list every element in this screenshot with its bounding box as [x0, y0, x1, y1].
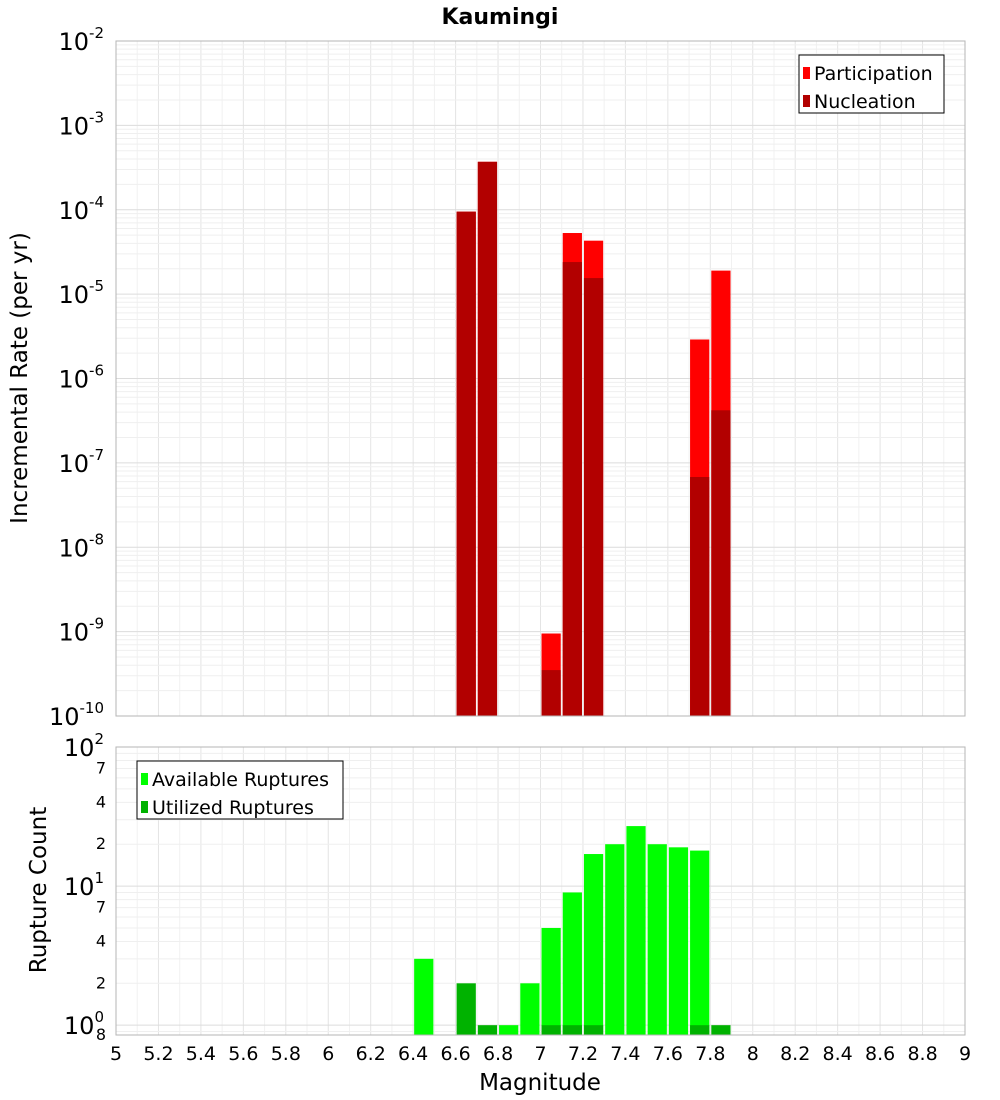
legend-swatch [141, 773, 148, 785]
bar [541, 1025, 561, 1035]
x-tick-label: 6.6 [440, 1043, 470, 1065]
bar [456, 211, 476, 716]
bar [583, 1025, 604, 1035]
y-tick-label: 7 [96, 898, 106, 917]
bar [711, 410, 731, 716]
legend-label: Available Ruptures [152, 769, 329, 791]
x-tick-label: 5.6 [228, 1043, 258, 1065]
chart-title: Kaumingi [442, 5, 559, 30]
top-y-axis-label: Incremental Rate (per yr) [7, 232, 33, 524]
x-tick-label: 6.2 [356, 1043, 386, 1065]
legend-swatch [803, 67, 810, 79]
legend-count: Available Ruptures Utilized Ruptures [136, 760, 344, 820]
bar [690, 1025, 710, 1035]
y-tick-label: 10-6 [58, 362, 104, 394]
y-axis-tick-labels-rate: 10-2 10-3 10-4 10-5 10-6 10-7 10-8 10-9 10-10 [49, 24, 104, 731]
y-tick-label: 4 [96, 931, 106, 950]
legend-swatch [141, 801, 148, 813]
y-tick-label: 100 [64, 1008, 104, 1040]
legend-rate: Participation Nucleation [798, 54, 945, 114]
bar [456, 983, 476, 1035]
bar [647, 844, 667, 1035]
x-tick-label: 8 [747, 1043, 759, 1065]
y-tick-label: 102 [64, 730, 104, 762]
y-tick-label: 10-3 [58, 108, 104, 140]
bar [626, 826, 646, 1035]
x-tick-label: 5 [110, 1043, 122, 1065]
x-tick-label: 6 [322, 1043, 334, 1065]
x-axis-label: Magnitude [479, 1070, 601, 1096]
series-available-ruptures [414, 826, 710, 1035]
x-tick-label: 7 [534, 1043, 546, 1065]
x-tick-label: 5.8 [271, 1043, 301, 1065]
x-tick-label: 8.6 [865, 1043, 895, 1065]
x-tick-label: 8.4 [823, 1043, 853, 1065]
grid-lines-rate [115, 40, 966, 717]
y-tick-label: 101 [64, 869, 104, 901]
bar [690, 477, 710, 716]
bar [605, 844, 625, 1035]
y-tick-label: 7 [96, 759, 106, 778]
rate-panel: 10-2 10-3 10-4 10-5 10-6 10-7 10-8 10-9 10-10 Par… [49, 24, 966, 731]
series-utilized-ruptures [456, 983, 731, 1035]
bar [562, 262, 582, 716]
bar [520, 983, 540, 1035]
y-tick-label: 8 [96, 1025, 106, 1044]
y-tick-label: 10-7 [58, 446, 104, 478]
bar [477, 1025, 498, 1035]
x-tick-label: 6.8 [483, 1043, 513, 1065]
x-tick-label: 5.4 [186, 1043, 216, 1065]
bar [562, 1025, 582, 1035]
bar [541, 670, 561, 716]
series-nucleation [456, 161, 731, 716]
y-tick-label: 4 [96, 792, 106, 811]
plot-border-rate [115, 40, 966, 717]
bar [414, 958, 434, 1035]
x-tick-label: 7.2 [568, 1043, 598, 1065]
bar [583, 854, 604, 1035]
bar [562, 892, 582, 1035]
legend-label: Nucleation [814, 91, 916, 113]
bar [477, 161, 498, 716]
bar [499, 1025, 519, 1035]
x-tick-label: 6.4 [398, 1043, 428, 1065]
x-tick-label: 7.4 [610, 1043, 640, 1065]
bar [711, 1025, 731, 1035]
plot-border-count [115, 746, 966, 1036]
legend-box [798, 54, 945, 114]
y-tick-label: 10-5 [58, 277, 104, 309]
bar [583, 278, 604, 716]
y-tick-label: 10-10 [49, 699, 104, 731]
x-tick-label: 7.8 [695, 1043, 725, 1065]
x-axis-tick-labels: 5 5.2 5.4 5.6 5.8 6 6.2 6.4 6.6 6.8 7 7.2 7.4 7.6 7.8 8… [110, 1043, 971, 1065]
x-tick-label: 7.6 [653, 1043, 683, 1065]
bar [668, 847, 689, 1035]
y-tick-label: 10-4 [58, 193, 104, 225]
legend-box [136, 760, 344, 820]
y-tick-label: 10-9 [58, 615, 104, 647]
bar [690, 850, 710, 1035]
bar [541, 927, 561, 1035]
x-tick-label: 5.2 [143, 1043, 173, 1065]
bottom-y-axis-label: Rupture Count [26, 807, 52, 973]
x-tick-label: 9 [959, 1043, 971, 1065]
x-tick-label: 8.2 [780, 1043, 810, 1065]
y-tick-label: 10-2 [58, 24, 104, 56]
legend-label: Utilized Ruptures [152, 797, 314, 819]
legend-swatch [803, 95, 810, 107]
y-tick-label: 2 [96, 973, 106, 992]
y-tick-label: 10-8 [58, 530, 104, 562]
legend-label: Participation [814, 63, 933, 85]
x-tick-label: 8.8 [907, 1043, 937, 1065]
y-tick-label: 2 [96, 834, 106, 853]
